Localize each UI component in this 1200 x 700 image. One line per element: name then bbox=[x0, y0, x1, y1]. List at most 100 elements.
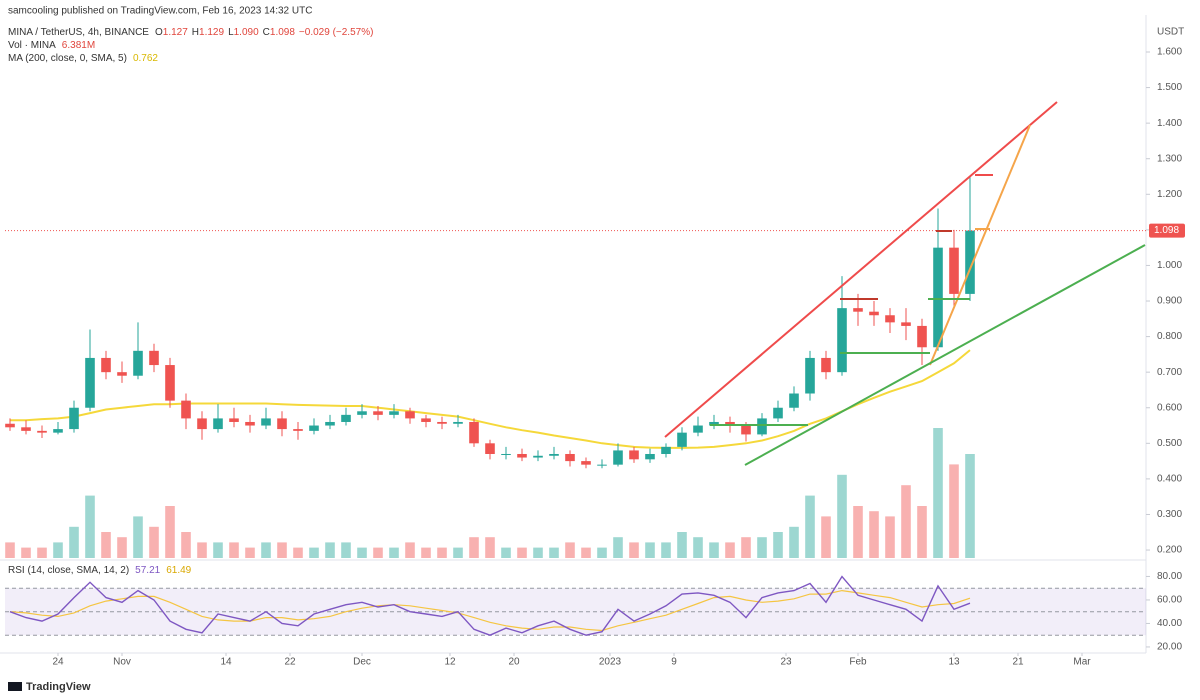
volume-bar bbox=[501, 547, 511, 558]
volume-bar bbox=[277, 542, 287, 558]
rsi-ma-value: 61.49 bbox=[166, 565, 191, 576]
x-tick-label: 20 bbox=[508, 657, 520, 668]
candle-body bbox=[421, 418, 431, 422]
x-tick-label: Nov bbox=[113, 657, 131, 668]
y-tick-label: 0.800 bbox=[1157, 331, 1182, 342]
x-tick-label: 9 bbox=[671, 657, 677, 668]
volume-bar bbox=[453, 547, 463, 558]
candle-body bbox=[37, 430, 47, 433]
candle-body bbox=[885, 315, 895, 323]
volume-bar bbox=[341, 542, 351, 558]
candle-body bbox=[5, 423, 15, 428]
volume-value: 6.381M bbox=[62, 40, 95, 51]
volume-bar bbox=[37, 547, 47, 558]
drawings bbox=[664, 101, 1146, 466]
volume-bar bbox=[309, 547, 319, 558]
volume-bar bbox=[869, 511, 879, 558]
volume-bar bbox=[709, 542, 719, 558]
volume-bar bbox=[437, 547, 447, 558]
candle-body bbox=[789, 393, 799, 408]
y-tick-label: 1.500 bbox=[1157, 82, 1182, 93]
volume-bar bbox=[69, 526, 79, 558]
volume-bar bbox=[949, 464, 959, 558]
volume-bar bbox=[565, 542, 575, 558]
volume-bar bbox=[117, 537, 127, 558]
volume-bar bbox=[133, 516, 143, 558]
quote-label: O bbox=[155, 27, 163, 38]
last-price-label: 1.098 bbox=[1154, 225, 1179, 236]
candle-body bbox=[677, 432, 687, 447]
volume-bar bbox=[5, 542, 15, 558]
rsi-tick-label: 60.00 bbox=[1157, 595, 1182, 606]
y-tick-label: 1.200 bbox=[1157, 189, 1182, 200]
rsi-tick-label: 80.00 bbox=[1157, 571, 1182, 582]
logo: TradingView bbox=[8, 681, 91, 693]
candle-body bbox=[181, 400, 191, 419]
candle-body bbox=[117, 372, 127, 376]
volume-bar bbox=[469, 537, 479, 558]
y-tick-label: 1.300 bbox=[1157, 153, 1182, 164]
volume-bar bbox=[229, 542, 239, 558]
volume-bar bbox=[581, 547, 591, 558]
rsi-tick-label: 20.00 bbox=[1157, 642, 1182, 653]
quote-value: 1.090 bbox=[234, 27, 259, 38]
symbol: MINA / TetherUS, 4h, BINANCE bbox=[8, 27, 149, 38]
candle-body bbox=[581, 461, 591, 465]
volume-bar bbox=[693, 537, 703, 558]
x-tick-label: 12 bbox=[444, 657, 456, 668]
published-note: samcooling published on TradingView.com,… bbox=[8, 6, 312, 17]
volume-bar bbox=[533, 547, 543, 558]
volume-bar bbox=[597, 547, 607, 558]
volume-bar bbox=[789, 526, 799, 558]
volume-bar bbox=[373, 547, 383, 558]
candle-body bbox=[229, 418, 239, 422]
volume-bar bbox=[213, 542, 223, 558]
quote-label: L bbox=[228, 27, 234, 38]
quote-change: −0.029 (−2.57%) bbox=[299, 27, 374, 38]
volume-bar bbox=[389, 547, 399, 558]
candle-body bbox=[645, 453, 655, 460]
volume-bar bbox=[805, 495, 815, 558]
candle-body bbox=[869, 311, 879, 316]
candle-body bbox=[965, 230, 975, 294]
x-tick-label: Mar bbox=[1073, 657, 1091, 668]
candle-body bbox=[725, 421, 735, 426]
volume-bar bbox=[197, 542, 207, 558]
candle-body bbox=[85, 357, 95, 408]
x-tick-label: Dec bbox=[353, 657, 371, 668]
candle-body bbox=[261, 418, 271, 426]
volume-bar bbox=[965, 454, 975, 558]
marks: 0.200 0.300 0.400 0.500 0.600 0.700 0.800 0.900… bbox=[5, 47, 1185, 668]
candle-body bbox=[917, 325, 927, 348]
candle-body bbox=[165, 365, 175, 401]
volume-bar bbox=[21, 547, 31, 558]
candle-body bbox=[101, 357, 111, 373]
volume-bar bbox=[293, 547, 303, 558]
x-tick-label: 2023 bbox=[599, 657, 622, 668]
volume-bar bbox=[757, 537, 767, 558]
candle-body bbox=[709, 421, 719, 426]
volume-bar bbox=[885, 516, 895, 558]
candle-body bbox=[21, 427, 31, 431]
quote-value: 1.098 bbox=[270, 27, 295, 38]
volume-bar bbox=[645, 542, 655, 558]
y-tick-label: 1.600 bbox=[1157, 47, 1182, 58]
y-tick-label: 0.400 bbox=[1157, 474, 1182, 485]
x-tick-label: 22 bbox=[284, 657, 296, 668]
volume-bar bbox=[821, 516, 831, 558]
candle-body bbox=[837, 308, 847, 373]
y-tick-label: 0.900 bbox=[1157, 296, 1182, 307]
candle-body bbox=[661, 446, 671, 454]
volume-label: Vol · MINA bbox=[8, 40, 56, 51]
rsi-legend: RSI (14, close, SMA, 14, 2) 57.21 61.49 bbox=[8, 565, 192, 576]
volume-bar bbox=[725, 542, 735, 558]
candle-body bbox=[485, 443, 495, 454]
volume-bar bbox=[485, 537, 495, 558]
volume-bar bbox=[85, 495, 95, 558]
volume-bar bbox=[53, 542, 63, 558]
ma-legend: MA (200, close, 0, SMA, 5) 0.762 bbox=[8, 53, 158, 64]
candle-body bbox=[197, 418, 207, 430]
candle-body bbox=[357, 411, 367, 415]
volume-bar bbox=[549, 547, 559, 558]
